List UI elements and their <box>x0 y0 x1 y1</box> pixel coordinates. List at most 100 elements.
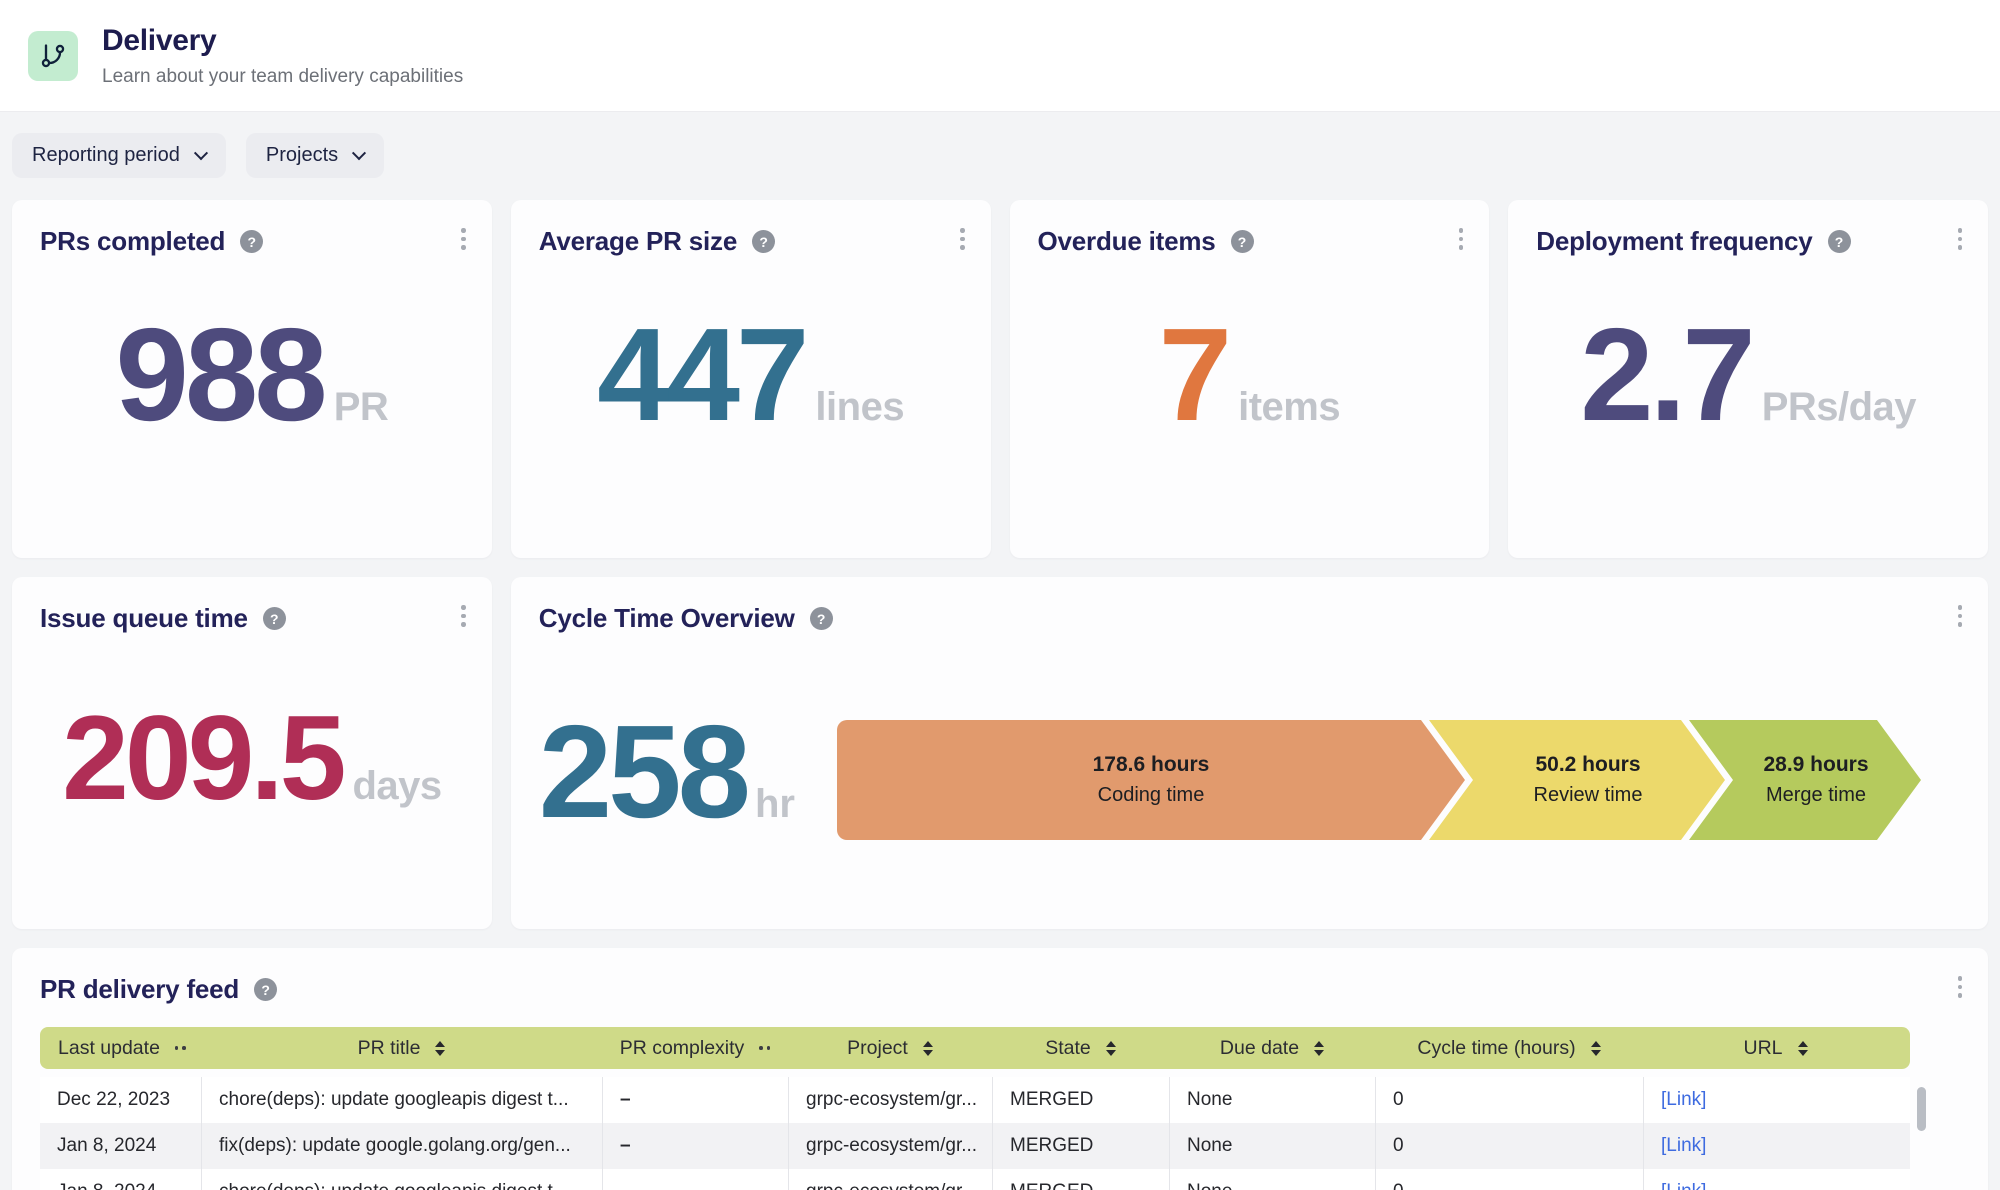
table-scrollbar-thumb[interactable] <box>1917 1087 1926 1131</box>
kebab-menu-icon[interactable] <box>1954 601 1967 631</box>
cell-last-update: Dec 22, 2023 <box>40 1077 201 1123</box>
pr-feed-table: Last update PR title PR complexity Proje… <box>40 1027 1910 1190</box>
cycle-segment-review: 50.2 hours Review time <box>1429 720 1725 840</box>
projects-dropdown[interactable]: Projects <box>246 133 384 178</box>
sort-arrows-icon <box>1314 1041 1324 1056</box>
card-issue-queue-time: Issue queue time ? 209.5 days <box>12 577 492 929</box>
cell-url-link[interactable]: [Link] <box>1643 1169 1908 1190</box>
sort-dots-icon <box>759 1046 770 1050</box>
kebab-menu-icon[interactable] <box>1954 224 1967 254</box>
sort-arrows-icon <box>1106 1041 1116 1056</box>
cell-project: grpc-ecosystem/gr... <box>788 1077 992 1123</box>
reporting-period-label: Reporting period <box>32 144 180 167</box>
cell-state: MERGED <box>992 1077 1169 1123</box>
chevron-down-icon <box>352 146 366 160</box>
cycle-time-chart: 178.6 hours Coding time 50.2 hours Revie… <box>837 720 1921 840</box>
card-title: Issue queue time <box>40 603 248 634</box>
card-deployment-frequency: Deployment frequency ? 2.7 PRs/day <box>1508 200 1988 558</box>
cell-pr-title: chore(deps): update googleapis digest t.… <box>201 1169 602 1190</box>
column-header-pr-complexity[interactable]: PR complexity <box>602 1037 788 1060</box>
card-title: Cycle Time Overview <box>539 603 795 634</box>
cycle-total-unit: hr <box>755 782 795 827</box>
sort-arrows-icon <box>1591 1041 1601 1056</box>
cell-due-date: None <box>1169 1169 1375 1190</box>
kebab-menu-icon[interactable] <box>457 224 470 254</box>
sort-dots-icon <box>175 1046 186 1050</box>
cell-pr-title: fix(deps): update google.golang.org/gen.… <box>201 1123 602 1169</box>
column-header-cycle-time[interactable]: Cycle time (hours) <box>1375 1037 1643 1060</box>
help-icon[interactable]: ? <box>752 230 775 253</box>
metric-unit: lines <box>815 385 904 430</box>
help-icon[interactable]: ? <box>1231 230 1254 253</box>
table-header-row: Last update PR title PR complexity Proje… <box>40 1027 1910 1069</box>
help-icon[interactable]: ? <box>254 978 277 1001</box>
column-header-last-update[interactable]: Last update <box>40 1037 201 1060</box>
help-icon[interactable]: ? <box>263 607 286 630</box>
cell-last-update: Jan 8, 2024 <box>40 1123 201 1169</box>
cell-state: MERGED <box>992 1169 1169 1190</box>
kebab-menu-icon[interactable] <box>457 601 470 631</box>
cell-cycle-time: 0 <box>1375 1169 1643 1190</box>
segment-label: Coding time <box>1093 784 1210 807</box>
card-cycle-time-overview: Cycle Time Overview ? 258 hr 178.6 hours… <box>511 577 1988 929</box>
metric-unit: PR <box>334 385 389 430</box>
cycle-segment-coding: 178.6 hours Coding time <box>837 720 1465 840</box>
column-header-state[interactable]: State <box>992 1037 1169 1060</box>
cell-due-date: None <box>1169 1123 1375 1169</box>
segment-hours: 28.9 hours <box>1763 753 1868 777</box>
metric-value: 209.5 <box>62 698 342 818</box>
help-icon[interactable]: ? <box>240 230 263 253</box>
table-row: Jan 8, 2024 chore(deps): update googleap… <box>40 1169 1910 1190</box>
cycle-total-value: 258 <box>539 706 747 838</box>
column-header-due-date[interactable]: Due date <box>1169 1037 1375 1060</box>
cell-pr-complexity: – <box>602 1169 788 1190</box>
table-row: Jan 8, 2024 fix(deps): update google.gol… <box>40 1123 1910 1169</box>
reporting-period-dropdown[interactable]: Reporting period <box>12 133 226 178</box>
card-overdue-items: Overdue items ? 7 items <box>1010 200 1490 558</box>
kebab-menu-icon[interactable] <box>1455 224 1468 254</box>
cell-pr-complexity: – <box>602 1123 788 1169</box>
card-prs-completed: PRs completed ? 988 PR <box>12 200 492 558</box>
cell-project: grpc-ecosystem/gr... <box>788 1123 992 1169</box>
card-average-pr-size: Average PR size ? 447 lines <box>511 200 991 558</box>
segment-hours: 50.2 hours <box>1534 753 1643 777</box>
metric-value: 2.7 <box>1580 309 1752 441</box>
cell-cycle-time: 0 <box>1375 1123 1643 1169</box>
cell-url-link[interactable]: [Link] <box>1643 1077 1908 1123</box>
page-header: Delivery Learn about your team delivery … <box>0 0 2000 112</box>
cell-project: grpc-ecosystem/gr... <box>788 1169 992 1190</box>
segment-label: Review time <box>1534 784 1643 807</box>
card-title: Average PR size <box>539 226 737 257</box>
card-title: PRs completed <box>40 226 225 257</box>
kebab-menu-icon[interactable] <box>956 224 969 254</box>
sort-arrows-icon <box>923 1041 933 1056</box>
column-header-pr-title[interactable]: PR title <box>201 1037 602 1060</box>
cell-url-link[interactable]: [Link] <box>1643 1123 1908 1169</box>
card-title: Deployment frequency <box>1536 226 1812 257</box>
metric-value: 988 <box>115 309 323 441</box>
cell-pr-title: chore(deps): update googleapis digest t.… <box>201 1077 602 1123</box>
filter-bar: Reporting period Projects <box>0 112 2000 178</box>
help-icon[interactable]: ? <box>1828 230 1851 253</box>
cycle-total: 258 hr <box>539 706 795 838</box>
card-title: PR delivery feed <box>40 974 239 1005</box>
projects-label: Projects <box>266 144 338 167</box>
card-pr-delivery-feed: PR delivery feed ? Last update PR title … <box>12 948 1988 1190</box>
metric-unit: PRs/day <box>1762 385 1916 430</box>
metric-value: 447 <box>597 309 805 441</box>
git-branch-icon <box>28 31 78 81</box>
table-body: Dec 22, 2023 chore(deps): update googlea… <box>40 1077 1910 1190</box>
page-subtitle: Learn about your team delivery capabilit… <box>102 66 463 88</box>
table-row: Dec 22, 2023 chore(deps): update googlea… <box>40 1077 1910 1123</box>
help-icon[interactable]: ? <box>810 607 833 630</box>
metric-value: 7 <box>1159 309 1228 441</box>
cell-state: MERGED <box>992 1123 1169 1169</box>
sort-arrows-icon <box>1798 1041 1808 1056</box>
column-header-project[interactable]: Project <box>788 1037 992 1060</box>
segment-hours: 178.6 hours <box>1093 753 1210 777</box>
page-title: Delivery <box>102 24 463 58</box>
column-header-url[interactable]: URL <box>1643 1037 1908 1060</box>
kebab-menu-icon[interactable] <box>1954 972 1967 1002</box>
cell-cycle-time: 0 <box>1375 1077 1643 1123</box>
dashboard-grid: PRs completed ? 988 PR Average PR size ?… <box>0 178 2000 1190</box>
